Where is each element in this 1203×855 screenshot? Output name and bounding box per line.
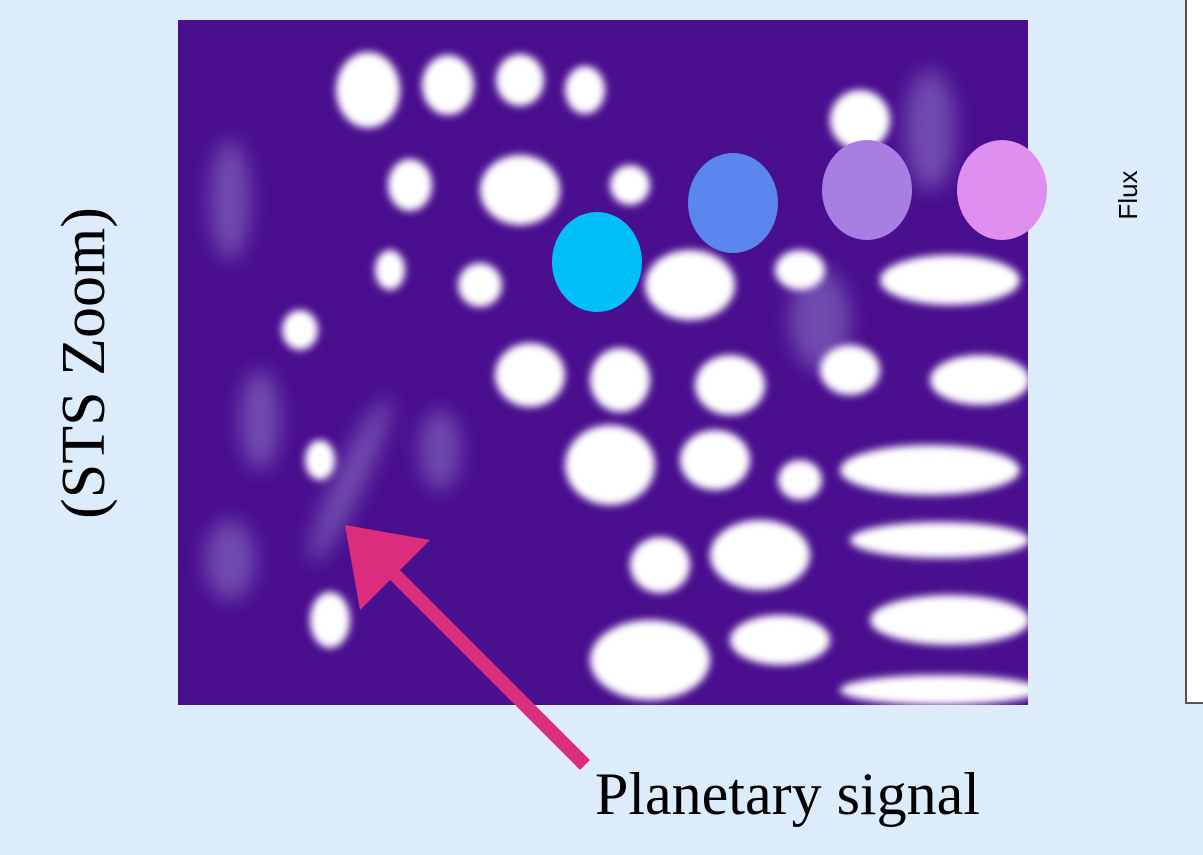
annotation: Planetary signal <box>595 761 980 827</box>
source-position <box>822 140 912 240</box>
axis-label: Flux <box>1113 170 1143 219</box>
source-position <box>957 140 1047 240</box>
source-position <box>688 153 778 253</box>
lightcurve-panel <box>1186 0 1203 703</box>
slide: (STS Zoom) <box>0 0 1203 855</box>
source-position <box>552 212 642 312</box>
magnification-map <box>178 20 1040 705</box>
zoom-label: (STS Zoom) <box>50 207 118 519</box>
